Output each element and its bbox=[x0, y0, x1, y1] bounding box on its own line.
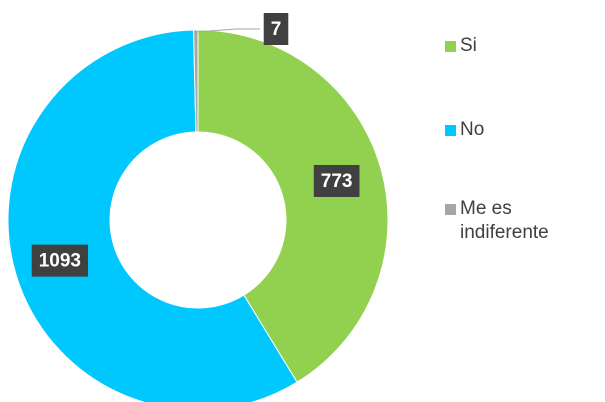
legend-item: Si bbox=[445, 34, 600, 58]
data-label-box bbox=[313, 165, 360, 198]
legend-swatch bbox=[445, 125, 456, 136]
data-label-text: 773 bbox=[321, 171, 353, 192]
donut-slice bbox=[7, 29, 298, 402]
legend-item: Me es indiferente bbox=[445, 197, 600, 245]
data-label-text: 1093 bbox=[39, 251, 81, 272]
legend-swatch bbox=[445, 204, 456, 215]
legend-item: No bbox=[445, 118, 600, 142]
data-label: 1093 bbox=[31, 244, 88, 277]
data-label-box bbox=[31, 244, 88, 277]
donut-slice bbox=[197, 29, 389, 383]
data-label: 7 bbox=[263, 13, 289, 45]
data-label-box bbox=[263, 13, 289, 45]
legend-label: Me es indiferente bbox=[460, 198, 549, 243]
data-label: 773 bbox=[313, 165, 360, 198]
data-label-text: 7 bbox=[271, 19, 282, 40]
legend-label: No bbox=[460, 119, 485, 140]
legend-label: Si bbox=[460, 35, 477, 56]
donut-slice bbox=[193, 29, 199, 133]
leader-line bbox=[195, 28, 260, 33]
legend-swatch bbox=[445, 41, 456, 52]
